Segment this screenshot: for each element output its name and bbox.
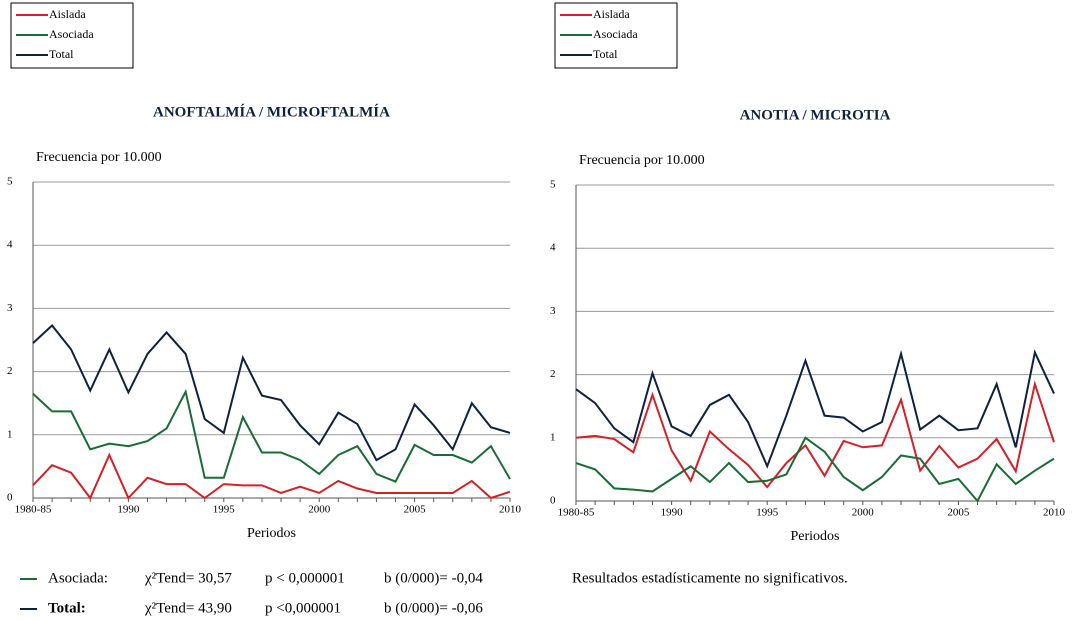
x-tick-label: 1990 [117, 504, 140, 516]
series-line [32, 323, 511, 462]
y-tick-label: 4 [7, 239, 13, 251]
note-stat: χ²Tend= 30,57 [144, 570, 232, 586]
series-line [32, 452, 511, 500]
series-line [575, 349, 1055, 469]
legend: Aislada Asociada Total [554, 2, 678, 69]
x-axis-label: Periodos [791, 529, 840, 544]
series-line [575, 380, 1055, 489]
note-p: p <0,000001 [265, 600, 341, 616]
y-tick-label: 1 [550, 431, 556, 443]
y-axis-label: Frecuencia por 10.000 [36, 150, 162, 165]
legend-label: Aislada [49, 7, 86, 21]
chart-title: ANOFTALMÍA / MICROFTALMÍA [153, 103, 390, 120]
y-axis-label: Frecuencia por 10.000 [579, 153, 705, 168]
x-tick-label: 1995 [213, 504, 236, 516]
series-line [32, 388, 511, 483]
note-b: b (0/000)= -0,04 [384, 570, 483, 586]
y-tick-label: 5 [7, 176, 13, 188]
series-line [575, 436, 1055, 503]
x-tick-label: 1990 [661, 507, 684, 519]
x-tick-label: 2000 [308, 504, 331, 516]
y-tick-label: 0 [7, 492, 13, 504]
x-tick-label: 1995 [756, 507, 779, 519]
y-tick-label: 3 [7, 302, 13, 314]
note-name: Total: [48, 600, 86, 616]
y-tick-label: 0 [550, 495, 556, 507]
x-tick-label: 1980-85 [15, 504, 52, 516]
x-tick-label: 2005 [947, 507, 970, 519]
y-tick-label: 2 [7, 365, 13, 377]
x-tick-label: 2005 [404, 504, 427, 516]
legend-label: Asociada [49, 27, 94, 41]
note-name: Asociada: [48, 570, 108, 586]
y-tick-label: 3 [550, 305, 556, 317]
y-tick-label: 5 [550, 179, 556, 191]
y-tick-label: 2 [550, 368, 556, 380]
legend-label: Total [593, 47, 618, 61]
note-b: b (0/000)= -0,06 [384, 600, 483, 616]
y-tick-label: 1 [7, 428, 13, 440]
legend-label: Total [49, 47, 74, 61]
x-tick-label: 1980-85 [558, 507, 595, 519]
y-tick-label: 4 [550, 242, 556, 254]
chart-title: ANOTIA / MICROTIA [740, 107, 891, 123]
note-stat: χ²Tend= 43,90 [144, 600, 232, 616]
x-tick-label: 2000 [852, 507, 875, 519]
x-axis-label: Periodos [247, 526, 296, 541]
x-tick-label: 2010 [499, 504, 522, 516]
note-p: p < 0,000001 [265, 570, 345, 586]
legend: Aislada Asociada Total [10, 2, 134, 69]
legend-label: Asociada [593, 27, 638, 41]
note-text: Resultados estadísticamente no significa… [572, 570, 848, 586]
legend-label: Aislada [593, 7, 630, 21]
x-tick-label: 2010 [1043, 507, 1066, 519]
